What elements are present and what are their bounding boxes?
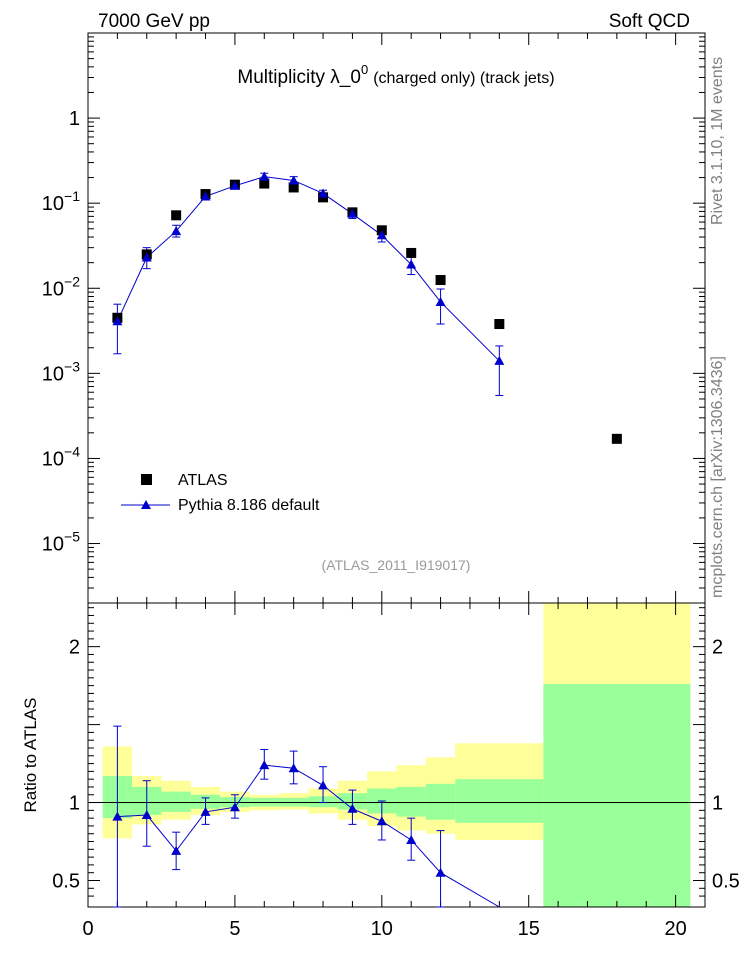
ratio-y-tick-label-right: 1 [712,793,723,815]
legend-atlas-marker [141,474,152,485]
mcplots-label: mcplots.cern.ch [arXiv:1306.3436] [709,356,726,598]
upper-plot-frame [87,32,706,604]
x-tick-label: 0 [82,918,93,940]
legend-pythia-marker [141,500,151,509]
upper-panel [87,32,706,604]
atlas-point [611,433,622,444]
pythia-curve [116,176,500,362]
ratio-y-tick-label-left: 2 [69,637,80,659]
pythia-point [288,175,299,185]
ratio-y-tick-label-left: 0.5 [52,870,80,892]
y-tick-label: 1 [69,108,80,130]
pythia-point [229,180,240,190]
ratio-point [112,811,123,821]
pythia-point [112,316,123,326]
pythia-point [200,191,211,201]
y-tick-label: 10−4 [42,443,80,470]
ratio-point [347,803,358,813]
x-tick-label: 15 [518,918,540,940]
pythia-point [435,296,446,306]
atlas-point [288,182,299,193]
pythia-point [171,226,182,236]
ratio-point [376,816,387,826]
pythia-point [494,355,505,365]
ratio-point [406,834,417,844]
legend-atlas-label: ATLAS [178,472,228,489]
ratio-band-inner [543,684,691,907]
header-right-label: Soft QCD [609,11,690,32]
pythia-point [347,208,358,218]
lower-panel [87,602,706,908]
atlas-point [406,247,417,258]
axis-ticks: 0 5 10 15 20 1 10−1 10−2 10−3 10−4 10−5 0.5 0.5 1 1 2 2 [42,32,740,940]
ratio-y-tick-label-right: 2 [712,637,723,659]
ratio-band-inner [161,791,191,812]
ratio-y-tick-label-left: 1 [69,793,80,815]
y-tick-label: 10−2 [42,273,80,300]
x-tick-label: 20 [664,918,686,940]
ratio-band-inner [455,779,544,823]
analysis-watermark: (ATLAS_2011_I919017) [322,557,471,573]
atlas-point [435,275,446,286]
ratio-point [318,780,329,790]
chart-title-main: Multiplicity λ_0 [237,67,361,88]
pythia-point [406,259,417,269]
pythia-point [259,171,270,181]
ratio-point [435,867,446,877]
chart-title: Multiplicity λ_00 (charged only) (track j… [237,62,554,88]
ratio-point [259,760,270,770]
pythia-point [318,188,329,198]
header-left-label: 7000 GeV pp [98,11,210,32]
ratio-y-tick-label-right: 0.5 [712,870,740,892]
y-tick-label: 10−3 [42,358,80,385]
ratio-point [229,802,240,812]
legend-pythia-label: Pythia 8.186 default [178,497,320,514]
x-tick-label: 5 [229,918,240,940]
atlas-point [259,178,270,189]
y-tick-label: 10−5 [42,529,80,556]
lower-plot-frame [87,602,706,908]
atlas-point [494,319,505,330]
ratio-band-inner [396,786,426,817]
ratio-point [200,806,211,816]
y-tick-label: 10−1 [42,188,80,215]
chart-marks [112,171,622,908]
atlas-point [171,210,182,221]
ratio-point [288,763,299,773]
chart-title-note: (charged only) (track jets) [373,70,554,87]
legend: ATLAS Pythia 8.186 default [121,472,320,514]
chart-title-sup: 0 [361,62,368,77]
ratio-y-axis-label: Ratio to ATLAS [21,698,40,813]
pythia-point [376,230,387,240]
ratio-point [141,810,152,820]
ratio-point [171,845,182,855]
rivet-version-label: Rivet 3.1.10, 1M events [709,57,726,225]
ratio-band-inner [425,783,456,820]
pythia-point [141,252,152,262]
x-tick-label: 10 [371,918,393,940]
